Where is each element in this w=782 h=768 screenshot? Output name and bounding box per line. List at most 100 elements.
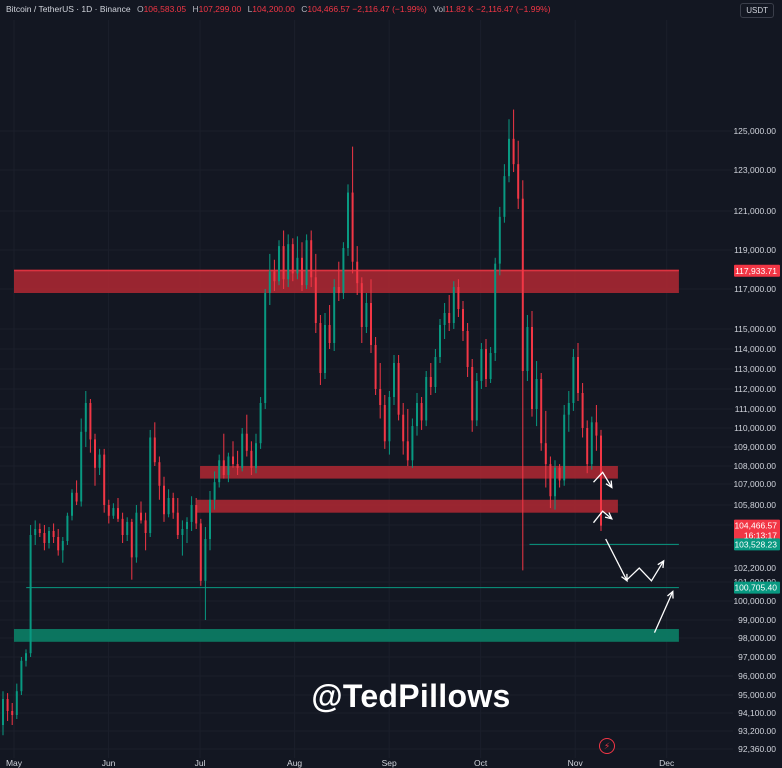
candle-body (397, 363, 400, 415)
y-tick-label: 108,000.00 (733, 461, 776, 471)
candle-body (590, 422, 593, 465)
candle-body (199, 523, 202, 581)
y-tick-label: 95,000.00 (738, 690, 776, 700)
candle-body (89, 403, 92, 440)
candle-body (57, 537, 60, 551)
candle-body (498, 216, 501, 264)
candle-body (337, 287, 340, 293)
candle-body (112, 508, 115, 516)
candle-body (61, 541, 64, 551)
candle-body (448, 313, 451, 323)
currency-button[interactable]: USDT (740, 3, 774, 18)
candle-body (259, 403, 262, 444)
candle-body (94, 439, 96, 468)
y-tick-label: 121,000.00 (733, 206, 776, 216)
candle-body (264, 293, 267, 403)
candle-body (250, 450, 253, 468)
candle-body (554, 467, 556, 497)
candle-body (282, 246, 285, 280)
y-tick-label: 97,000.00 (738, 652, 776, 662)
candle-body (503, 176, 506, 217)
y-tick-label: 100,000.00 (733, 596, 776, 606)
candle-body (324, 325, 326, 373)
x-tick-label: Nov (568, 758, 584, 768)
x-axis: May Jun Jul Aug Sep Oct Nov Dec (6, 758, 675, 768)
candle-body (117, 508, 119, 519)
lightning-icon[interactable]: ⚡ (599, 738, 615, 754)
candle-body (213, 482, 216, 500)
candles (2, 109, 602, 736)
candle-body (586, 428, 589, 465)
candle-body (241, 433, 244, 468)
candle-body (291, 244, 294, 274)
y-tick-label: 117,000.00 (734, 284, 776, 294)
candle-body (581, 393, 584, 428)
candle-body (84, 403, 87, 432)
candle-body (107, 505, 110, 516)
candle-body (75, 492, 78, 502)
zones (14, 269, 679, 642)
candle-body (494, 263, 497, 353)
candle-body (388, 397, 391, 442)
volume-label: Vol (433, 4, 445, 14)
candle-body (181, 529, 184, 535)
candle-body (48, 531, 50, 543)
candle-body (425, 377, 428, 421)
candle-body (190, 505, 193, 522)
candle-body (443, 313, 446, 325)
candle-body (227, 456, 230, 475)
candle-body (577, 357, 579, 393)
candle-body (310, 240, 313, 278)
projection-arrows (592, 471, 674, 633)
candle-body (144, 520, 147, 533)
x-tick-label: Jun (102, 758, 116, 768)
candle-body (521, 198, 524, 371)
y-tick-label: 125,000.00 (733, 126, 776, 136)
candle-body (255, 443, 257, 468)
candle-body (98, 454, 101, 468)
y-tick-label: 105,800.00 (733, 500, 776, 510)
candle-body (222, 460, 225, 475)
arrow-head (667, 590, 674, 599)
candle-body (535, 379, 538, 409)
candle-body (365, 303, 368, 327)
open-value: 106,583.05 (143, 4, 187, 14)
projection-arrow (593, 471, 613, 488)
candle-body (25, 653, 27, 661)
candle-body (186, 521, 188, 529)
x-tick-label: Dec (659, 758, 675, 768)
candle-body (549, 464, 552, 497)
chart-header: Bitcoin / TetherUS · 1D · Binance O106,5… (6, 4, 551, 14)
candle-body (273, 271, 276, 282)
y-tick-label: 98,000.00 (738, 633, 776, 643)
y-tick-label: 111,000.00 (735, 404, 777, 414)
x-tick-label: Aug (287, 758, 302, 768)
price-label-box (734, 264, 780, 277)
candle-body (328, 325, 331, 343)
resistance-zone (200, 466, 618, 479)
candle-body (429, 377, 432, 387)
candle-body (71, 492, 73, 516)
y-tick-label: 94,100.00 (738, 708, 776, 718)
x-tick-label: Sep (382, 758, 397, 768)
candle-body (342, 248, 345, 293)
high-label: H (192, 4, 199, 14)
low-value: 104,200.00 (252, 4, 295, 14)
candle-body (167, 498, 170, 515)
volume-value: 11.82 K (445, 4, 474, 14)
price-label-value: 100,705.40 (734, 583, 777, 593)
resistance-zone (197, 499, 618, 513)
candle-body (103, 454, 106, 505)
price-label-value: 104,466.57 (734, 521, 777, 531)
candle-body (351, 192, 354, 262)
candle-body (333, 287, 336, 343)
candle-body (406, 441, 409, 461)
symbol-title[interactable]: Bitcoin / TetherUS · 1D · Binance (6, 4, 131, 14)
candle-body (370, 303, 372, 345)
low-label: L (247, 4, 253, 14)
close-value: 104,466.57 (307, 4, 350, 14)
candle-body (130, 521, 133, 558)
candle-body (29, 535, 32, 654)
projection-arrow (605, 538, 628, 582)
